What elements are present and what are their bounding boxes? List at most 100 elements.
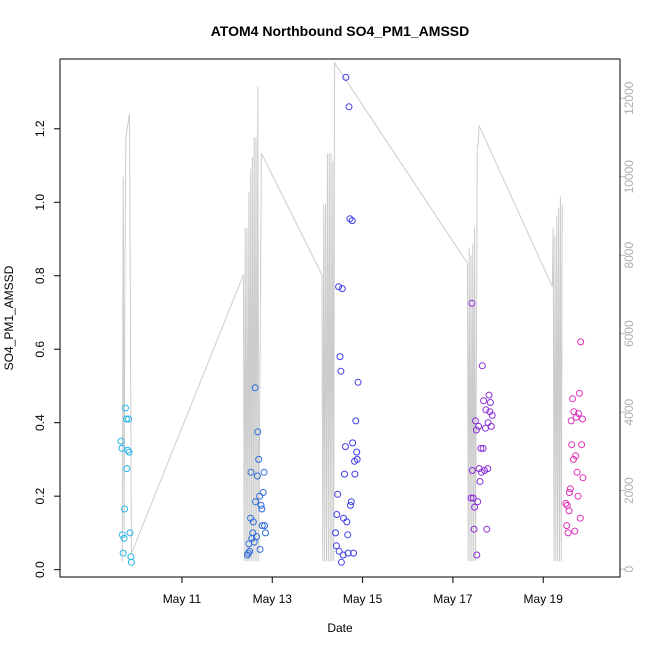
x-tick-label: May 11: [163, 592, 202, 606]
data-point: [349, 439, 357, 447]
data-point: [474, 498, 482, 506]
data-point: [251, 384, 259, 392]
data-point: [575, 389, 583, 397]
data-point: [579, 474, 587, 482]
data-point: [258, 522, 266, 530]
data-point: [565, 489, 573, 496]
y-axis-label: SO4_PM1_AMSSD: [2, 265, 16, 370]
y2-tick-label: 12000: [622, 81, 636, 115]
data-point: [337, 367, 345, 375]
data-point: [471, 503, 479, 511]
data-point: [336, 353, 344, 361]
data-point: [479, 444, 487, 452]
data-point: [261, 522, 269, 530]
data-point: [126, 529, 134, 537]
data-point: [123, 465, 131, 473]
y2-tick-label: 8000: [622, 242, 636, 269]
data-point: [470, 525, 478, 533]
data-point: [341, 470, 348, 478]
data-point: [578, 441, 586, 449]
data-point: [487, 422, 495, 430]
data-point: [579, 415, 586, 423]
data-point: [353, 455, 361, 463]
data-point: [480, 397, 488, 405]
data-point: [118, 531, 126, 539]
data-point: [119, 549, 127, 557]
data-point: [575, 410, 582, 417]
data-point: [122, 415, 130, 423]
data-point: [257, 501, 265, 509]
data-point: [569, 395, 577, 403]
data-point: [337, 558, 345, 566]
data-point: [351, 470, 359, 478]
x-tick-label: May 13: [253, 592, 293, 606]
altitude-series: [121, 61, 563, 562]
altitude-line: [121, 61, 563, 562]
x-axis-label: Date: [327, 621, 353, 635]
data-point: [252, 498, 259, 506]
data-point: [127, 558, 135, 566]
data-point: [567, 417, 575, 425]
data-point: [483, 525, 491, 533]
data-point: [253, 472, 261, 480]
y-tick-label: 0.6: [33, 341, 47, 358]
data-point: [258, 505, 266, 513]
data-point: [468, 299, 476, 307]
data-point: [335, 547, 343, 555]
data-point: [354, 378, 362, 386]
data-point: [344, 531, 352, 539]
data-point: [253, 533, 260, 541]
data-point: [573, 468, 581, 476]
data-point: [333, 511, 341, 518]
data-point: [125, 415, 133, 423]
data-point: [332, 542, 340, 550]
data-point: [348, 217, 356, 225]
data-point: [477, 444, 485, 452]
data-point: [346, 501, 354, 509]
data-point: [484, 419, 492, 427]
data-point: [488, 411, 496, 419]
data-point: [353, 448, 361, 456]
data-point: [343, 518, 351, 526]
y-tick-label: 1.2: [33, 120, 47, 137]
data-point: [246, 547, 254, 555]
data-point: [568, 441, 576, 449]
data-point: [468, 467, 476, 474]
data-point: [342, 73, 350, 81]
y-tick-label: 0.0: [33, 561, 47, 578]
data-point: [335, 283, 343, 291]
data-point: [571, 527, 579, 535]
data-point: [352, 417, 360, 425]
data-point: [344, 549, 352, 557]
data-point: [574, 492, 582, 500]
data-point: [341, 443, 349, 451]
data-point: [117, 437, 125, 445]
data-point: [565, 507, 573, 515]
data-point: [254, 428, 262, 436]
data-point: [340, 514, 348, 522]
data-point: [350, 549, 357, 557]
data-point: [249, 518, 257, 526]
plot-area-frame: [59, 58, 621, 578]
data-point: [472, 426, 480, 434]
data-point: [338, 285, 346, 293]
data-point: [122, 404, 129, 412]
data-point: [566, 485, 574, 493]
y2-tick-label: 10000: [622, 160, 636, 194]
data-point: [121, 505, 129, 513]
data-point: [485, 391, 493, 399]
data-point: [345, 103, 353, 111]
y-tick-label: 0.2: [33, 488, 47, 505]
y2-tick-label: 6000: [622, 320, 636, 347]
data-point: [562, 500, 570, 507]
data-point: [476, 478, 484, 485]
data-point: [347, 498, 355, 506]
data-point: [125, 448, 133, 456]
data-point: [120, 534, 128, 542]
data-point: [486, 408, 494, 416]
data-point: [576, 514, 584, 522]
data-point: [255, 455, 263, 463]
data-point: [563, 522, 571, 530]
data-point: [334, 490, 342, 498]
data-point: [570, 455, 577, 463]
